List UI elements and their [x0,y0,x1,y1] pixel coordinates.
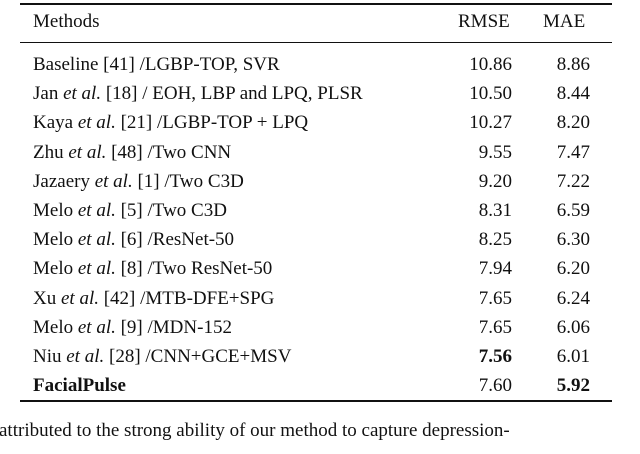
method-text: FacialPulse [33,375,126,397]
header-rule [20,42,612,43]
rmse-cell: 8.31 [478,200,512,221]
method-text: et al. [77,112,116,134]
mae-cell: 7.22 [556,170,590,192]
method-cell: FacialPulse [33,374,126,398]
body-text: attributed to the strong ability of our … [0,420,510,441]
rmse-cell: 9.55 [478,141,512,163]
method-cell: Niu et al. [28] /CNN+GCE+MSV [33,345,291,369]
rmse-cell: 7.94 [478,258,512,280]
mae-cell: 6.30 [556,229,590,251]
method-text: Melo [33,229,78,251]
mae-cell: 7.47 [556,141,590,163]
method-text: Melo [33,258,78,280]
rmse-cell: 10.86 [469,54,512,75]
method-text: [9] /MDN-152 [115,316,232,338]
header-mae: MAE [543,11,586,32]
header-methods: Methods [33,11,100,32]
mae-cell: 6.24 [556,287,590,309]
method-text: [18] / EOH, LBP and LPQ, PLSR [101,83,363,105]
method-text: Xu [33,287,61,309]
method-text: [1] /Two C3D [132,170,244,192]
method-text: et al. [77,229,116,251]
method-cell: Melo et al. [8] /Two ResNet-50 [33,257,272,281]
method-cell: Melo et al. [9] /MDN-152 [33,316,232,340]
mae-cell: 6.01 [556,346,590,367]
method-cell: Jan et al. [18] / EOH, LBP and LPQ, PLSR [33,82,363,106]
rmse-cell: 7.65 [478,316,512,338]
rmse-cell: 7.60 [478,375,512,397]
method-text: [5] /Two C3D [115,200,227,221]
rmse-cell: 10.50 [469,83,512,105]
rmse-cell: 8.25 [478,229,512,251]
header-rmse: RMSE [458,11,510,32]
method-text: Zhu [33,141,69,163]
method-cell: Jazaery et al. [1] /Two C3D [33,170,244,194]
method-text: [8] /Two ResNet-50 [115,258,273,280]
top-rule [20,3,612,5]
method-cell: Kaya et al. [21] /LGBP-TOP + LPQ [33,111,308,135]
mae-cell: 6.20 [556,258,590,280]
mae-cell: 6.59 [556,200,590,221]
mae-cell: 8.86 [556,54,590,75]
method-text: et al. [94,170,133,192]
method-cell: Xu et al. [42] /MTB-DFE+SPG [33,287,274,311]
bottom-rule [20,400,612,402]
method-text: Jan [33,83,64,105]
method-text: Kaya [33,112,78,134]
method-text: et al. [66,346,105,367]
rmse-cell: 7.56 [478,346,512,367]
method-text: et al. [77,200,116,221]
rmse-cell: 9.20 [478,170,512,192]
rmse-cell: 7.65 [478,287,512,309]
mae-cell: 8.44 [556,83,590,105]
method-text: et al. [68,141,107,163]
method-text: et al. [77,258,116,280]
method-cell: Baseline [41] /LGBP-TOP, SVR [33,53,280,77]
mae-cell: 8.20 [556,112,590,134]
method-text: et al. [60,287,99,309]
method-text: Melo [33,200,78,221]
mae-cell: 6.06 [556,316,590,338]
mae-cell: 5.92 [556,375,590,397]
method-text: [28] /CNN+GCE+MSV [104,346,292,367]
method-text: [48] /Two CNN [106,141,232,163]
method-text: Niu [33,346,67,367]
method-text: [21] /LGBP-TOP + LPQ [115,112,309,134]
method-text: Baseline [41] /LGBP-TOP, SVR [33,54,280,75]
method-cell: Zhu et al. [48] /Two CNN [33,141,231,165]
rmse-cell: 10.27 [469,112,512,134]
method-text: et al. [77,316,116,338]
method-text: et al. [63,83,102,105]
method-cell: Melo et al. [6] /ResNet-50 [33,228,234,252]
method-cell: Melo et al. [5] /Two C3D [33,199,227,223]
method-text: Melo [33,316,78,338]
method-text: [42] /MTB-DFE+SPG [98,287,275,309]
method-text: [6] /ResNet-50 [115,229,235,251]
method-text: Jazaery [33,170,95,192]
